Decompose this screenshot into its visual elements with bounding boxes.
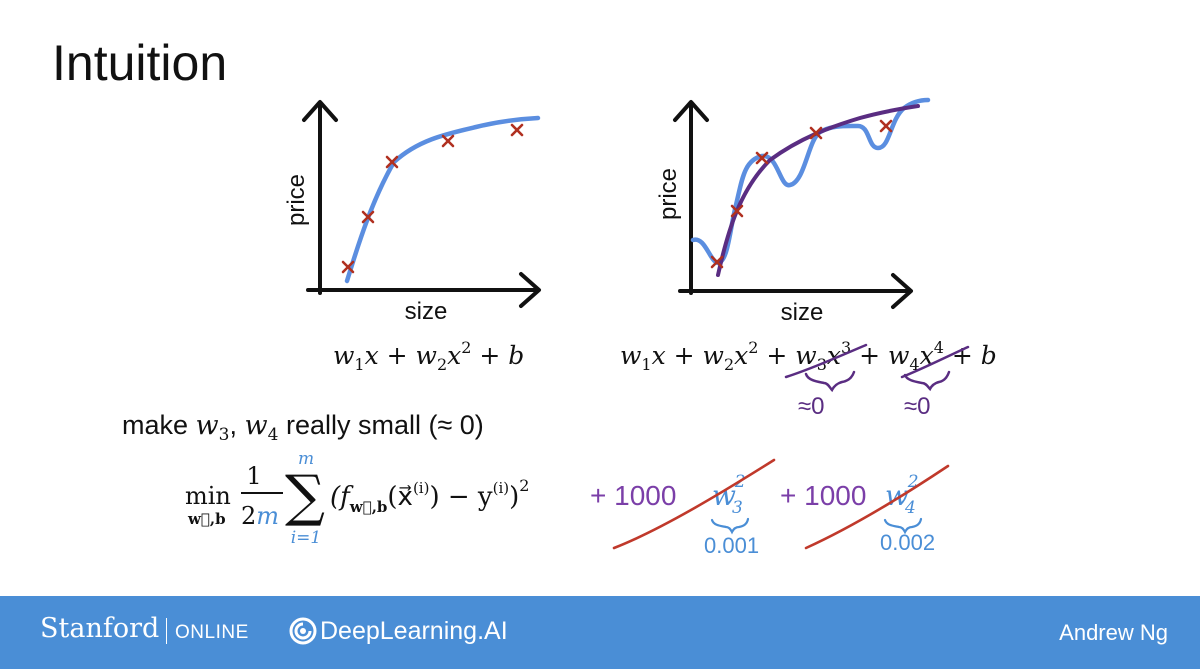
reg-braces <box>710 517 923 535</box>
sum-upper: m <box>298 449 314 469</box>
red-strikes <box>612 458 950 550</box>
cost-function: min w⃗,b 1 2m m ∑ i=1 (fw⃗,b(x⃗(i)) − y(… <box>185 449 950 558</box>
deeplearning-logo-icon <box>289 617 317 645</box>
reg-term-w4-symbol: w42 <box>885 472 919 518</box>
right-smooth-curve <box>716 104 920 277</box>
left-ylabel: price <box>283 174 310 226</box>
brace-w3-sq <box>710 517 750 535</box>
deeplearning-label: DeepLearning.AI <box>320 617 508 645</box>
fraction-denominator: 2m <box>241 502 279 530</box>
strike-term-w4 <box>804 464 950 550</box>
reg-value-w3: 0.001 <box>704 533 759 558</box>
right-overfit-curve <box>690 97 931 266</box>
strike-term-w3 <box>612 458 776 550</box>
left-fit-curve <box>344 115 541 284</box>
slide-title: Intuition <box>52 35 228 91</box>
strike-w3x3 <box>784 343 868 379</box>
strike-w4x4 <box>900 345 970 379</box>
right-xlabel: size <box>781 299 824 326</box>
left-x-axis <box>306 272 541 308</box>
min-subscript: w⃗,b <box>187 510 226 528</box>
brace-w4-sq <box>883 517 923 535</box>
right-x-axis <box>678 273 913 309</box>
online-label: ONLINE <box>175 622 249 643</box>
left-data-point <box>510 123 524 137</box>
right-data-point <box>879 119 893 133</box>
fraction-numerator: 1 <box>246 462 261 490</box>
left-xlabel: size <box>405 298 448 325</box>
make-small-text: make w3, w4 really small (≈ 0) <box>122 410 484 445</box>
sum-symbol: ∑ <box>285 464 325 529</box>
brace-w4 <box>903 370 951 392</box>
right-formula: w1x + w2x2 + w3x3 + w4x4 + b <box>620 338 997 374</box>
cost-body: (fw⃗,b(x⃗(i)) − y(i))2 <box>330 476 529 516</box>
reg-term-w3-coeff: + 1000 <box>590 480 676 511</box>
left-data-point <box>441 134 455 148</box>
left-formula: w1x + w2x2 + b <box>333 338 524 374</box>
brace-w3 <box>804 370 856 393</box>
approx-w4-label: ≈0 <box>904 393 931 420</box>
footer-bar: Stanford ONLINE DeepLearning.AI Andrew N… <box>0 596 1200 669</box>
sum-lower: i=1 <box>291 528 322 548</box>
reg-value-w4: 0.002 <box>880 530 935 555</box>
left-y-axis <box>302 100 338 295</box>
right-ylabel: price <box>655 168 682 220</box>
left-plot: price size <box>283 100 541 325</box>
right-plot: price size <box>655 97 931 326</box>
stanford-logo: Stanford <box>40 613 160 644</box>
footer-divider <box>166 618 167 644</box>
right-y-axis <box>673 100 709 295</box>
min-operator: min <box>185 482 231 510</box>
approx-w3-label: ≈0 <box>798 393 825 420</box>
author-name: Andrew Ng <box>1059 620 1168 645</box>
right-formula-annotations <box>784 343 970 393</box>
reg-term-w4-coeff: + 1000 <box>780 480 866 511</box>
